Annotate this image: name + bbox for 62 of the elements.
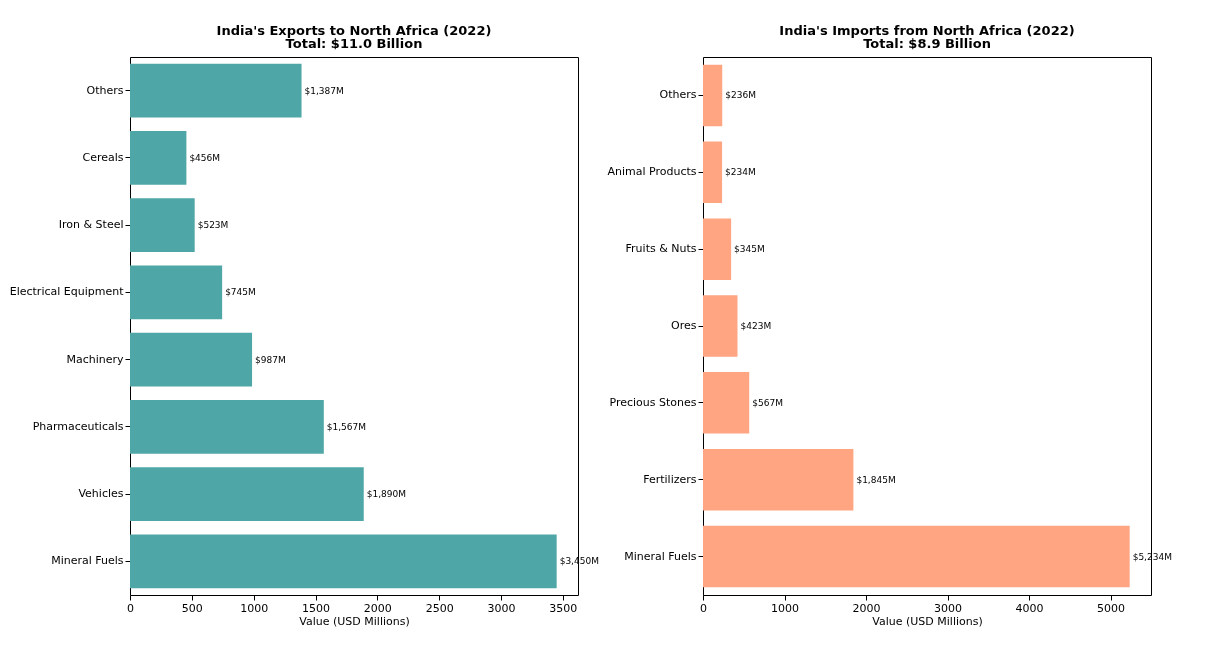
data-label: $745M bbox=[225, 287, 256, 298]
data-label: $423M bbox=[740, 321, 772, 331]
x-tick-label: 2000 bbox=[363, 601, 392, 615]
x-tick-label: 0 bbox=[127, 601, 134, 615]
x-tick-label: 500 bbox=[181, 601, 203, 615]
chart-title: India's Exports to North Africa (2022) bbox=[216, 23, 492, 38]
x-tick-label: 4000 bbox=[1015, 601, 1044, 615]
x-tick-label: 3000 bbox=[934, 601, 963, 615]
y-tick-label: Fruits & Nuts bbox=[625, 242, 697, 256]
data-label: $236M bbox=[725, 90, 756, 101]
y-tick-label: Mineral Fuels bbox=[624, 549, 697, 563]
bar bbox=[703, 141, 723, 204]
y-tick-label: Iron & Steel bbox=[58, 218, 124, 232]
chart-title: India's Imports from North Africa (2022) bbox=[779, 23, 1075, 38]
x-tick-label: 5000 bbox=[1097, 601, 1126, 615]
data-label: $1,890M bbox=[366, 489, 406, 500]
y-tick-label: Cereals bbox=[82, 150, 124, 164]
data-label: $1,567M bbox=[326, 421, 367, 432]
x-tick-label: 0 bbox=[700, 601, 707, 615]
x-axis-title: Value (USD Millions) bbox=[299, 614, 410, 628]
data-label: $523M bbox=[197, 220, 229, 231]
y-tick-label: Pharmaceuticals bbox=[32, 419, 124, 433]
x-axis-title: Value (USD Millions) bbox=[872, 614, 983, 628]
x-tick-label: 3500 bbox=[549, 601, 578, 615]
bar bbox=[703, 525, 1130, 588]
bar bbox=[130, 198, 195, 253]
bar bbox=[130, 265, 223, 320]
chart-subtitle: Total: $8.9 Billion bbox=[863, 36, 991, 51]
x-tick-label: 2000 bbox=[852, 601, 881, 615]
bar bbox=[130, 399, 324, 454]
bar bbox=[703, 218, 732, 280]
bar bbox=[130, 332, 253, 387]
y-tick-label: Ores bbox=[671, 319, 697, 332]
bar bbox=[703, 448, 854, 511]
y-tick-label: Mineral Fuels bbox=[51, 554, 124, 568]
y-tick-label: Vehicles bbox=[78, 487, 124, 501]
bar bbox=[130, 467, 364, 522]
data-label: $1,845M bbox=[856, 474, 896, 485]
bar bbox=[130, 63, 302, 118]
x-tick-label: 1500 bbox=[302, 601, 331, 615]
data-label: $987M bbox=[255, 354, 286, 365]
x-tick-label: 1000 bbox=[240, 601, 269, 615]
data-label: $456M bbox=[189, 152, 221, 163]
bar bbox=[703, 295, 738, 357]
y-tick-label: Electrical Equipment bbox=[9, 285, 125, 299]
bar bbox=[703, 372, 750, 434]
bar bbox=[130, 130, 187, 185]
bar bbox=[703, 64, 723, 127]
data-label: $345M bbox=[734, 244, 765, 255]
bar bbox=[130, 534, 557, 589]
y-tick-label: Others bbox=[659, 88, 697, 102]
data-label: $234M bbox=[725, 167, 756, 178]
x-tick-label: 3000 bbox=[487, 601, 516, 615]
y-tick-label: Machinery bbox=[66, 352, 124, 366]
x-tick-label: 1000 bbox=[771, 601, 800, 615]
y-tick-label: Precious Stones bbox=[609, 395, 697, 409]
x-tick-label: 2500 bbox=[425, 601, 454, 615]
data-label: $567M bbox=[752, 397, 783, 408]
y-tick-label: Animal Products bbox=[607, 165, 697, 179]
data-label: $1,387M bbox=[304, 85, 344, 96]
y-tick-label: Fertilizers bbox=[643, 472, 697, 486]
y-tick-label: Others bbox=[86, 83, 124, 97]
